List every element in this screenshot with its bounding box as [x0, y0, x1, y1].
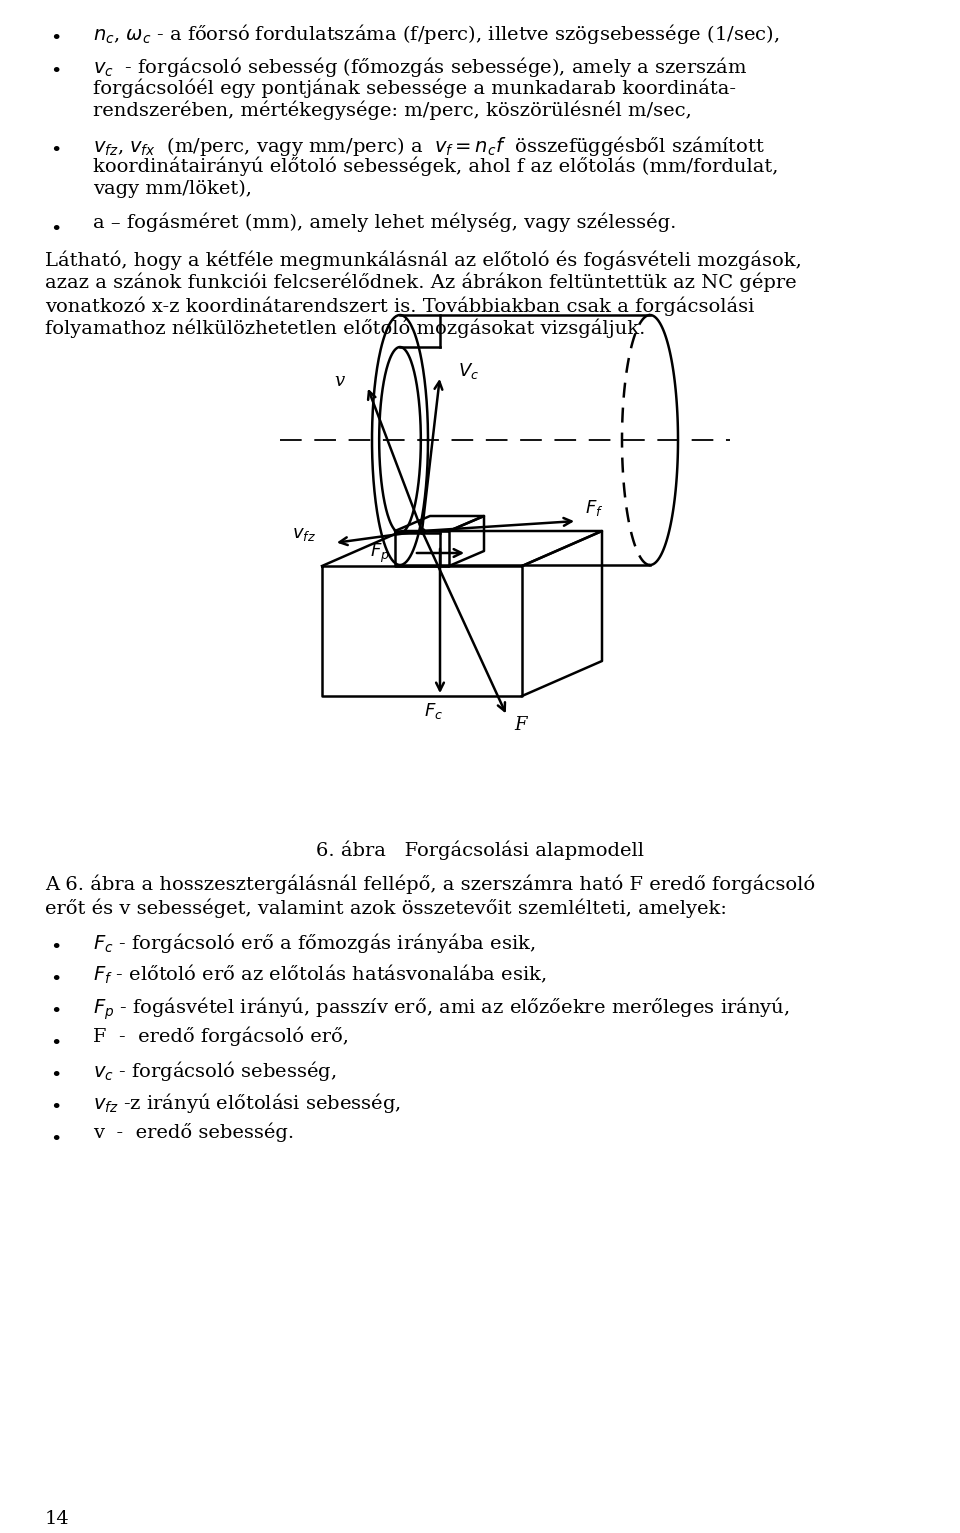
Text: $F_p$: $F_p$: [370, 541, 390, 564]
Text: A 6. ábra a hosszesztergálásnál fellépő, a szerszámra ható F eredő forgácsoló: A 6. ábra a hosszesztergálásnál fellépő,…: [45, 875, 815, 894]
Text: $F_p$ - fogásvétel irányú, passzív erő, ami az előzőekre merőleges irányú,: $F_p$ - fogásvétel irányú, passzív erő, …: [93, 995, 790, 1021]
Text: •: •: [50, 63, 61, 81]
Text: 14: 14: [45, 1510, 70, 1528]
Text: $F_f$: $F_f$: [585, 498, 604, 518]
Text: v  -  eredő sebesség.: v - eredő sebesség.: [93, 1124, 294, 1142]
Text: F  -  eredő forgácsoló erő,: F - eredő forgácsoló erő,: [93, 1027, 348, 1047]
Text: •: •: [50, 221, 61, 239]
Text: folyamathoz nélkülözhetetlen előtoló mozgásokat vizsgáljuk.: folyamathoz nélkülözhetetlen előtoló moz…: [45, 319, 645, 339]
Text: •: •: [50, 940, 61, 957]
Text: vonatkozó x-z koordinátarendszert is. Továbbiakban csak a forgácsolási: vonatkozó x-z koordinátarendszert is. To…: [45, 296, 755, 316]
Text: vagy mm/löket),: vagy mm/löket),: [93, 179, 252, 198]
Text: koordinátairányú előtoló sebességek, ahol f az előtolás (mm/fordulat,: koordinátairányú előtoló sebességek, aho…: [93, 156, 779, 176]
Text: v: v: [334, 373, 344, 389]
Text: $v_{fz}$ -z irányú előtolási sebesség,: $v_{fz}$ -z irányú előtolási sebesség,: [93, 1091, 401, 1114]
Text: •: •: [50, 31, 61, 48]
Text: •: •: [50, 1099, 61, 1118]
Text: azaz a szánok funkciói felcserélődnek. Az ábrákon feltüntettük az NC gépre: azaz a szánok funkciói felcserélődnek. A…: [45, 273, 797, 293]
Text: •: •: [50, 1035, 61, 1053]
Text: $v_{fz}$, $v_{fx}$  (m/perc, vagy mm/perc) a  $v_f = n_c f$  összefüggésből szám: $v_{fz}$, $v_{fx}$ (m/perc, vagy mm/perc…: [93, 133, 765, 158]
Text: $v_c$ - forgácsoló sebesség,: $v_c$ - forgácsoló sebesség,: [93, 1059, 337, 1082]
Text: F: F: [514, 716, 526, 734]
Text: •: •: [50, 1003, 61, 1021]
Text: •: •: [50, 970, 61, 989]
Text: erőt és v sebességet, valamint azok összetevőit szemlélteti, amelyek:: erőt és v sebességet, valamint azok össz…: [45, 898, 727, 917]
Text: $n_c$, $\omega_c$ - a főorsó fordulatszáma (f/perc), illetve szögsebessége (1/se: $n_c$, $\omega_c$ - a főorsó fordulatszá…: [93, 21, 780, 46]
Text: $V_c$: $V_c$: [458, 360, 479, 382]
Text: •: •: [50, 1067, 61, 1085]
Text: a – fogásméret (mm), amely lehet mélység, vagy szélesség.: a – fogásméret (mm), amely lehet mélység…: [93, 213, 677, 233]
Text: $v_{fz}$: $v_{fz}$: [292, 524, 316, 543]
Text: $F_c$: $F_c$: [424, 701, 444, 721]
Text: 6. ábra   Forgácsolási alapmodell: 6. ábra Forgácsolási alapmodell: [316, 840, 644, 860]
Text: rendszerében, mértékegysége: m/perc, köszörülésnél m/sec,: rendszerében, mértékegysége: m/perc, kös…: [93, 101, 692, 121]
Text: $F_f$ - előtoló erő az előtolás hatásvonalába esik,: $F_f$ - előtoló erő az előtolás hatásvon…: [93, 963, 546, 986]
Text: •: •: [50, 1131, 61, 1150]
Text: $F_c$ - forgácsoló erő a főmozgás irányába esik,: $F_c$ - forgácsoló erő a főmozgás irányá…: [93, 931, 536, 955]
Text: •: •: [50, 143, 61, 159]
Text: forgácsolóél egy pontjának sebessége a munkadarab koordináta-: forgácsolóél egy pontjának sebessége a m…: [93, 78, 736, 98]
Text: $v_c$  - forgácsoló sebesség (főmozgás sebessége), amely a szerszám: $v_c$ - forgácsoló sebesség (főmozgás se…: [93, 55, 747, 80]
Text: Látható, hogy a kétféle megmunkálásnál az előtoló és fogásvételi mozgások,: Látható, hogy a kétféle megmunkálásnál a…: [45, 250, 802, 270]
